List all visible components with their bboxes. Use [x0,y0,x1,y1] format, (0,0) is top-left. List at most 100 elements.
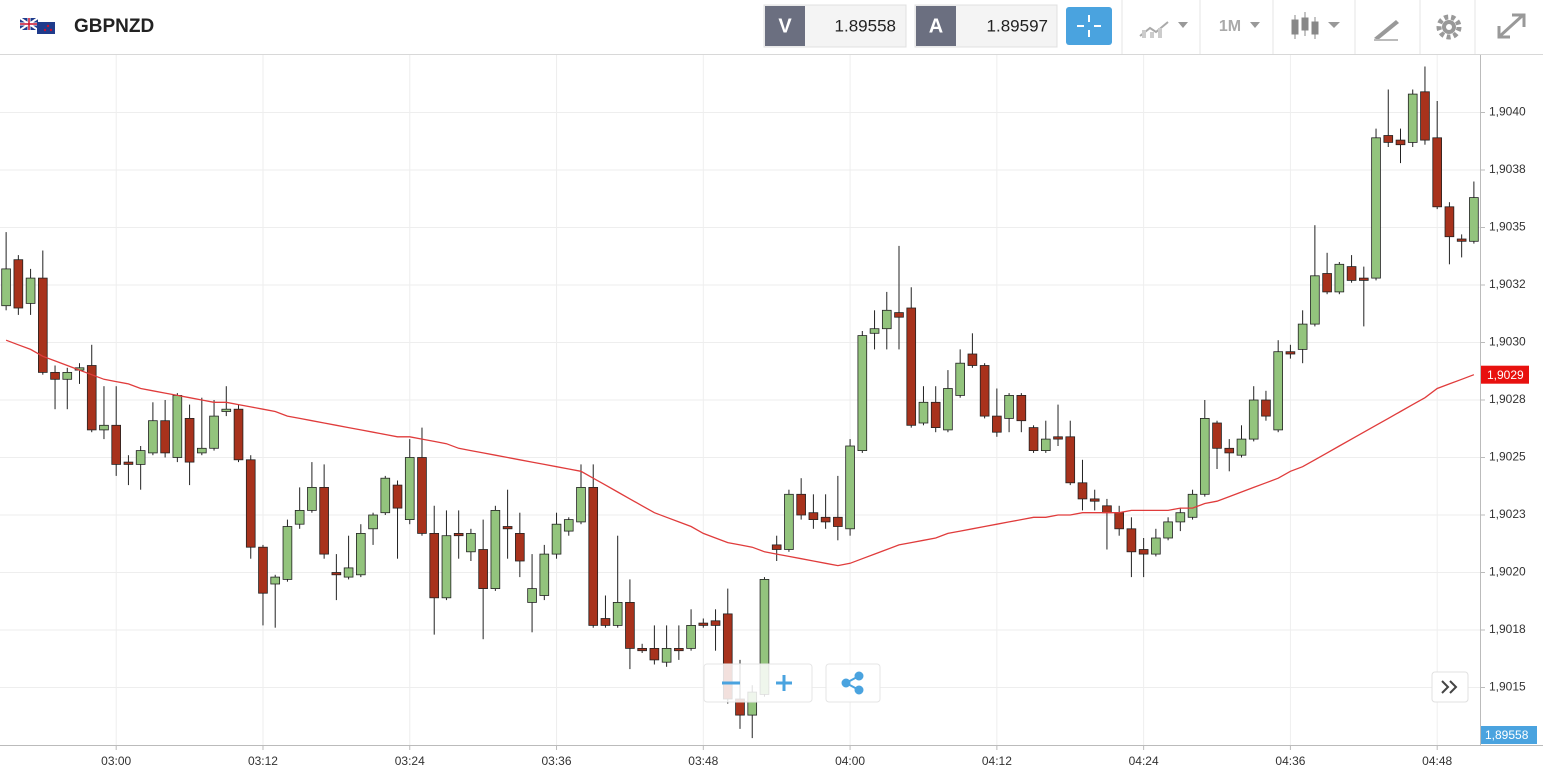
grid [0,55,1485,750]
price-tag-label: 1,9029 [1487,368,1524,382]
candle-body [282,526,293,580]
candle-body [661,648,672,663]
candle-body [38,277,48,373]
y-tick-label: 1,9038 [1489,162,1526,176]
candle-body [368,514,378,530]
candle-body [184,417,195,463]
candle-body [1199,417,1210,495]
y-tick-label: 1,9025 [1489,450,1526,464]
candle-body [845,445,855,530]
y-tick-label: 1,9015 [1489,680,1526,694]
candles [1,66,1479,739]
candle-body [1126,528,1137,553]
y-tick-label: 1,9020 [1489,565,1526,579]
candle-body [1395,139,1406,146]
candle-body [1065,436,1076,484]
ask-badge [916,6,956,46]
flag-icon [19,17,55,34]
candle-body [1248,399,1259,440]
bid-price: 1.89558 [835,16,896,35]
candle-body [343,567,354,578]
candle-body [429,533,440,599]
candle-body [955,362,965,396]
candle-body [294,509,305,525]
candle-body [135,450,146,465]
candle-body [1334,263,1345,293]
indicators-button[interactable] [1139,21,1188,38]
candle-body [1444,206,1455,238]
candle-body [1028,427,1039,452]
candle-body [674,648,684,652]
candle-body [869,328,880,334]
candle-body [576,486,586,523]
bid-label: V [778,15,792,37]
candle-body [1,268,11,307]
candle-body [221,408,232,412]
chart-type-button[interactable] [1291,12,1340,39]
x-tick-label: 04:12 [982,754,1012,768]
candle-body [1310,275,1320,325]
candle-body [1371,137,1381,279]
candle-body [918,401,929,424]
share-button[interactable] [825,663,881,703]
candle-body [612,602,623,626]
candle-body [307,486,317,511]
draw-button[interactable] [1374,20,1399,41]
candle-body [441,535,452,599]
candle-body [906,307,917,426]
candle-body [1138,549,1149,555]
candle-body [515,533,525,562]
candle-body [453,533,464,537]
x-tick-label: 03:12 [248,754,278,768]
price-tag [1481,365,1529,384]
x-tick-label: 04:00 [835,754,865,768]
candle-body [563,519,574,532]
candle-body [270,576,281,585]
candle-body [698,622,709,626]
candle-body [172,394,183,458]
timeframe[interactable]: 1M [1219,18,1241,35]
settings-button[interactable] [1436,14,1462,40]
candle-body [331,572,342,576]
candle-body [771,544,782,550]
candle-body [404,457,415,520]
candle-body [86,365,97,431]
candle-body [808,512,819,521]
x-tick-label: 04:48 [1422,754,1452,768]
candle-body [417,457,427,534]
fullscreen-button[interactable] [1497,13,1526,39]
candle-body [209,415,219,449]
candle-body [478,549,488,589]
candle-body [1273,351,1283,431]
candle-body [1102,505,1112,514]
candle-body [1261,399,1271,417]
candle-body [1346,266,1357,281]
candle-body [1040,438,1051,452]
candle-body [710,620,721,626]
candle-body [1016,394,1027,422]
candle-body [490,509,501,589]
timeframe-arrow [1250,22,1260,28]
crosshair-button[interactable] [1066,7,1112,45]
x-tick-label: 03:48 [688,754,718,768]
candle-body [1469,197,1479,242]
candle-body [197,447,207,454]
scroll-end-button[interactable] [1431,671,1469,703]
x-tick-label: 03:00 [101,754,131,768]
candle-body [539,553,550,596]
candle-body [1187,493,1198,518]
candle-body [979,365,990,417]
candle-body [466,533,476,553]
ask-price: 1.89597 [987,16,1048,35]
candle-body [1089,498,1100,502]
candle-body [796,493,806,516]
x-tick-label: 04:36 [1275,754,1305,768]
zoom-controls [703,663,1469,703]
x-tick-label: 04:24 [1129,754,1159,768]
candle-body [258,546,268,594]
zoom-in[interactable] [776,675,792,691]
candle-body [1004,394,1014,419]
candle-body [1175,512,1186,523]
